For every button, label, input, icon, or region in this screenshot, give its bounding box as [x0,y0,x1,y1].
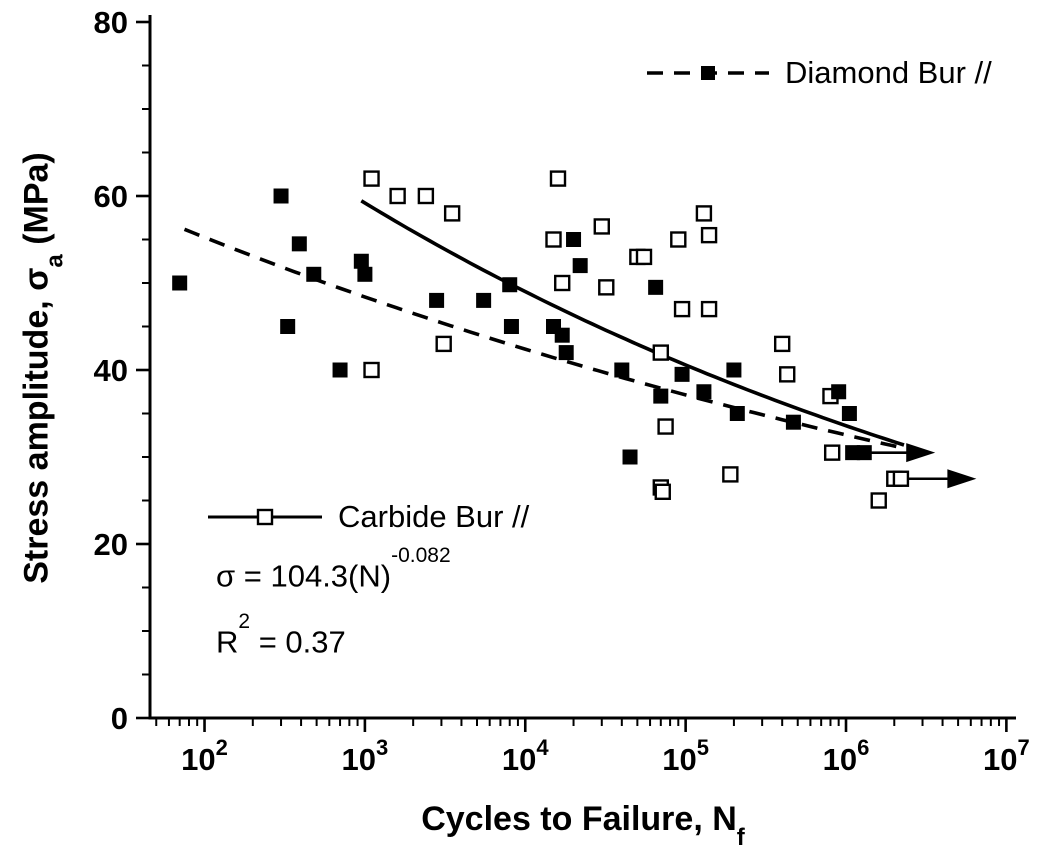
data-point-diamond-bur [729,406,745,421]
carbide-legend-square-icon [256,508,274,526]
x-tick-label: 105 [662,735,709,777]
data-point-diamond-bur [172,275,188,291]
data-point-carbide-bur [700,300,718,318]
data-point-carbide-bur [700,226,718,244]
data-point-diamond-bur [306,266,322,282]
data-point-diamond-bur [280,319,296,334]
x-axis-title-main: Cycles to Failure, N [421,800,737,838]
data-point-diamond-bur [622,449,638,465]
data-point-carbide-bur [435,335,452,353]
fit-equation-sigma: σ [216,558,236,594]
data-point-diamond-bur [554,327,570,343]
r-squared-value: = 0.37 [250,624,346,660]
data-point-carbide-bur [892,470,910,487]
fit-equation-body: = 104.3(N) [235,558,392,594]
data-point-carbide-bur [545,231,562,248]
data-point-carbide-bur [870,492,887,509]
legend-diamond-bur-label: Diamond Bur // [785,55,992,90]
data-point-carbide-bur [363,361,380,379]
y-axis-title-subscript: a [41,254,69,268]
y-axis-title-post: (MPa) [17,152,56,255]
y-axis-title-pre: Stress amplitude, [17,290,56,584]
x-axis-title-subscript: f [736,823,745,851]
data-point-diamond-bur [785,414,801,430]
fit-equation: σ = 104.3(N)-0.082 [216,544,451,594]
data-point-carbide-bur [779,366,796,383]
x-tick-label: 102 [181,735,228,777]
legend-diamond-bur: Diamond Bur // [645,55,992,91]
data-point-diamond-bur [572,258,588,274]
data-point-diamond-bur [841,406,857,421]
data-point-carbide-bur [635,248,653,266]
data-point-diamond-bur [831,384,847,400]
data-point-carbide-bur [652,344,669,361]
y-tick-label: 40 [94,353,128,388]
data-point-carbide-bur [389,187,406,205]
fit-equation-exponent: -0.082 [391,544,451,568]
y-tick-label: 60 [94,179,128,214]
data-point-diamond-bur [332,362,348,378]
data-point-diamond-bur [558,345,574,361]
r-squared-base: R [216,624,239,660]
x-tick-label: 106 [823,735,870,777]
data-point-diamond-bur [566,232,582,247]
data-point-diamond-bur [674,366,690,382]
x-tick-label: 104 [502,735,549,777]
runout-arrowhead-icon-1 [947,469,977,489]
data-point-carbide-bur [654,483,671,500]
data-point-diamond-bur [726,362,742,378]
data-point-diamond-bur [353,253,369,269]
data-point-diamond-bur [614,362,630,378]
legend-carbide-bur: Carbide Bur // [206,499,529,535]
fit-line-diamond-bur [183,227,921,454]
data-point-diamond-bur [648,279,664,295]
y-axis-title-sigma: σ [17,267,56,291]
diamond-legend-square-icon [701,66,715,80]
legend-carbide-bur-label: Carbide Bur // [338,499,530,534]
data-point-carbide-bur [773,335,791,353]
data-point-diamond-bur [357,266,373,282]
data-point-carbide-bur [695,205,713,222]
data-point-diamond-bur [429,292,445,308]
x-tick-label: 107 [983,735,1030,777]
runout-arrowhead-icon-0 [906,443,936,463]
data-point-carbide-bur [554,274,571,292]
data-point-carbide-bur [549,170,567,187]
data-point-diamond-bur [856,445,872,461]
data-point-diamond-bur [653,388,669,404]
data-point-carbide-bur [363,170,380,187]
data-point-carbide-bur [593,218,610,235]
y-tick-label: 80 [94,5,128,40]
r-squared-annotation: R2 = 0.37 [216,610,346,660]
data-point-carbide-bur [657,418,674,435]
data-point-diamond-bur [503,319,519,334]
diamond-bur-legend-marker [647,66,769,80]
data-point-carbide-bur [670,231,687,248]
data-point-carbide-bur [722,466,739,483]
data-point-diamond-bur [502,277,518,293]
data-point-carbide-bur [823,444,841,461]
y-tick-label: 20 [94,527,128,562]
carbide-bur-legend-marker [208,508,322,526]
data-point-carbide-bur [417,187,435,205]
r-squared-exponent: 2 [238,610,251,634]
y-tick-label: 0 [111,701,128,736]
y-axis-title: Stress amplitude, σa (MPa) [17,152,69,584]
x-tick-label: 103 [342,735,389,777]
data-point-diamond-bur [291,236,307,252]
fit-line-carbide-bur [360,199,905,447]
data-point-diamond-bur [273,188,289,204]
data-point-carbide-bur [598,279,615,296]
data-point-carbide-bur [443,205,461,222]
data-point-diamond-bur [476,292,492,308]
x-axis-title: Cycles to Failure, Nf [150,800,1016,851]
data-point-carbide-bur [673,300,691,318]
data-point-diamond-bur [696,384,712,400]
